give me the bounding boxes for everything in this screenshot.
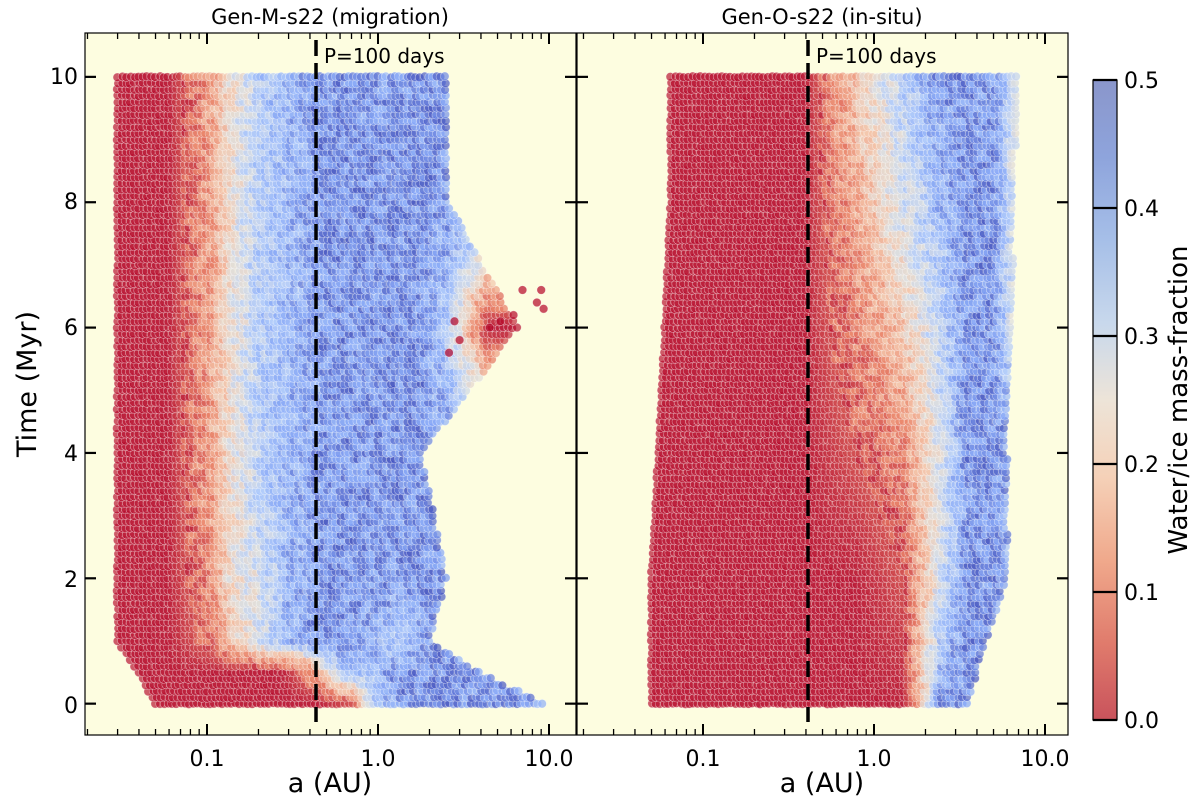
scatter-points — [112, 71, 549, 709]
data-point — [462, 661, 472, 672]
data-point — [525, 693, 536, 703]
data-point — [432, 643, 442, 653]
data-point — [513, 686, 524, 696]
data-point — [537, 699, 547, 709]
data-point — [497, 680, 507, 691]
panel-migration: P=100 days Gen-M-s22 (migration) a (AU) … — [12, 5, 577, 799]
data-point — [444, 649, 454, 659]
data-point — [454, 655, 464, 665]
data-point — [474, 667, 484, 677]
data-point — [486, 673, 496, 683]
